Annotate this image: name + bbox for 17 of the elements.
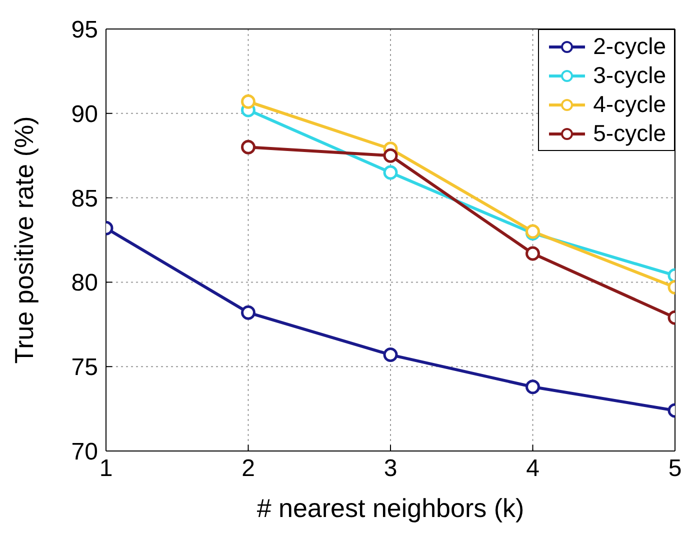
y-tick-label: 85 [71,185,98,212]
x-tick-label: 2 [242,455,255,482]
x-axis-title: # nearest neighbors (k) [256,493,524,523]
y-axis-title: True positive rate (%) [9,116,40,364]
y-tick-label: 80 [71,270,98,297]
y-tick-label: 75 [71,354,98,382]
x-tick-label: 4 [526,455,540,482]
legend-label: 4-cycle [593,90,666,119]
y-tick-label: 70 [71,438,98,466]
x-tick-label: 1 [99,455,113,482]
y-tick-label: 90 [71,100,98,128]
x-tick-label: 5 [668,455,682,482]
legend-label: 5-cycle [593,119,666,148]
legend-label: 3-cycle [593,61,666,90]
y-tick-label: 95 [71,16,98,44]
legend-label: 2-cycle [593,32,666,61]
x-tick-label: 3 [384,455,398,482]
